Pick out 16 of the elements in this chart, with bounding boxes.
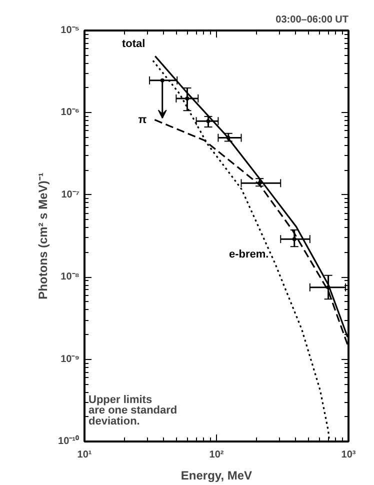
legend-label: π xyxy=(138,114,148,126)
x-tick-label: 10² xyxy=(209,450,224,460)
y-tick-label: 10⁻⁹ xyxy=(60,354,80,365)
y-axis-title: Photons (cm² s MeV)⁻¹ xyxy=(36,172,50,300)
x-tick-label: 10³ xyxy=(341,450,356,460)
series-label: total xyxy=(122,38,146,50)
y-tick-label: 10⁻¹⁰ xyxy=(58,435,80,447)
x-axis-title: Energy, MeV xyxy=(180,468,252,482)
y-tick-label: 10⁻⁸ xyxy=(60,272,80,283)
y-tick-label: 10⁻⁵ xyxy=(60,25,80,36)
x-tick-label: 10¹ xyxy=(77,450,92,460)
y-tick-label: 10⁻⁷ xyxy=(61,189,80,200)
annotation: Upper limits are one standard deviation. xyxy=(88,394,178,428)
series-label: e-brem. xyxy=(228,248,269,261)
chart-title: 03:00–06:00 UT xyxy=(276,14,349,26)
y-tick-label: 10⁻⁶ xyxy=(60,107,80,118)
